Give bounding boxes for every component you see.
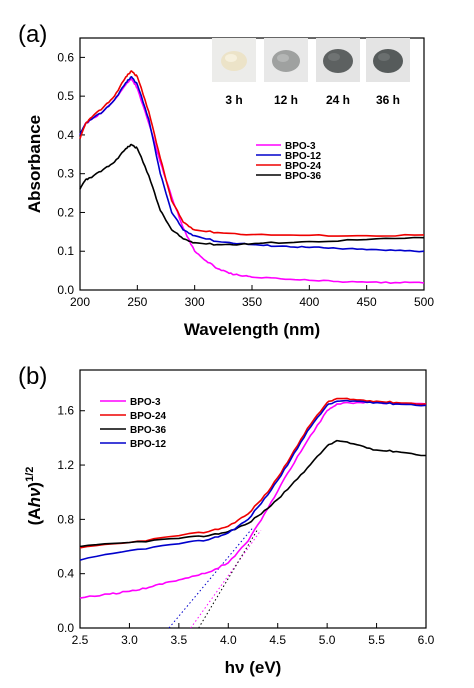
panel-b-label: (b)	[18, 363, 47, 390]
panel-b: (b) 2.5 3.0 3.5 4.0 4.5 5.0 5.5 6.0 0.0 0.4 0.8 1.…	[18, 363, 435, 677]
svg-text:BPO-3: BPO-3	[130, 397, 161, 408]
panel-a-x-tick-label: 350	[242, 295, 262, 309]
panel-a-x-tick-label: 450	[357, 295, 377, 309]
panel-a-series-bpo-36	[79, 143, 425, 246]
panel-a-y-tick-label: 0.6	[57, 50, 74, 64]
panel-b-y-tick-label: 1.6	[57, 404, 74, 418]
svg-text:BPO-12: BPO-12	[130, 439, 167, 450]
panel-a-x-tick-label: 400	[299, 295, 319, 309]
legend-a-bpo-3: BPO-3	[256, 141, 316, 152]
panel-b-tangent-lines	[168, 527, 262, 629]
panel-b-x-tick-label: 4.0	[220, 633, 237, 647]
svg-text:BPO-24: BPO-24	[130, 411, 167, 422]
legend-a-bpo-12: BPO-12	[256, 151, 322, 162]
panel-b-series-bpo-12	[79, 399, 427, 561]
panel-b-y-tick-label: 0.4	[57, 567, 74, 581]
panel-b-y-tick-labels: 0.0 0.4 0.8 1.2 1.6	[57, 404, 85, 635]
panel-b-plot-frame	[79, 369, 427, 629]
panel-a-y-tick-label: 0.1	[57, 244, 74, 258]
svg-text:BPO-36: BPO-36	[285, 171, 322, 182]
legend-b-bpo-36: BPO-36	[100, 425, 167, 436]
panel-a-y-tick-labels: 0.0 0.1 0.2 0.3 0.4 0.5 0.6	[57, 50, 85, 297]
panel-a: (a) 200 250 300 350 400 450 500 0.00.10.20.30.…	[18, 21, 434, 339]
panel-b-x-tick-label: 4.5	[269, 633, 286, 647]
panel-b-y-axis-label: (Ahν)1/2	[24, 467, 44, 526]
panel-a-y-tick-label: 0.2	[57, 205, 74, 219]
sample-label-3h: 3 h	[225, 93, 242, 107]
panel-a-legend: BPO-3 BPO-12 BPO-24 BPO-36	[256, 141, 322, 182]
panel-b-y-tick-label: 1.2	[57, 458, 74, 472]
svg-text:(Ahν)1/2: (Ahν)1/2	[24, 467, 44, 526]
panel-b-x-tick-label: 6.0	[418, 633, 435, 647]
panel-a-series-bpo-12	[79, 76, 425, 253]
sample-photo-3h: 3 h	[212, 38, 256, 107]
panel-a-y-axis-label: Absorbance	[25, 115, 44, 213]
panel-a-label: (a)	[18, 21, 47, 48]
panel-a-series	[79, 70, 425, 284]
sample-photo-12h: 12 h	[264, 38, 308, 107]
panel-a-x-tick-label: 200	[70, 295, 90, 309]
svg-text:BPO-12: BPO-12	[285, 151, 322, 162]
sample-photo-24h: 24 h	[316, 38, 360, 107]
panel-b-x-tick-label: 5.0	[319, 633, 336, 647]
panel-b-series-bpo-36	[79, 439, 426, 548]
legend-b-bpo-12: BPO-12	[100, 439, 167, 450]
panel-a-x-tick-labels: 200 250 300 350 400 450 500	[70, 285, 434, 309]
svg-text:BPO-36: BPO-36	[130, 425, 167, 436]
legend-a-bpo-36: BPO-36	[256, 171, 322, 182]
panel-b-legend: BPO-3 BPO-24 BPO-36 BPO-12	[100, 397, 167, 450]
panel-b-y-tick-label: 0.8	[57, 512, 74, 526]
svg-text:BPO-24: BPO-24	[285, 161, 322, 172]
panel-a-y-tick-label: 0.3	[57, 167, 74, 181]
panel-b-tangent-line	[168, 527, 254, 629]
legend-b-bpo-3: BPO-3	[100, 397, 161, 408]
sample-photo-inset: 3 h 12 h 24 h 36 h	[212, 38, 410, 107]
panel-a-x-tick-label: 500	[414, 295, 434, 309]
panel-a-y-tick-label: 0.4	[57, 128, 74, 142]
panel-a-x-axis-label: Wavelength (nm)	[184, 320, 320, 339]
sample-label-36h: 36 h	[376, 93, 400, 107]
panel-a-series-bpo-24	[79, 70, 425, 237]
panel-b-x-tick-label: 5.5	[368, 633, 385, 647]
svg-text:BPO-3: BPO-3	[285, 141, 316, 152]
panel-a-y-tick-label: 0.5	[57, 89, 74, 103]
sample-label-12h: 12 h	[274, 93, 298, 107]
panel-b-tangent-line	[190, 529, 262, 629]
panel-b-series-bpo-24	[79, 397, 427, 549]
panel-a-x-tick-label: 250	[127, 295, 147, 309]
panel-a-x-tick-label: 300	[185, 295, 205, 309]
sample-label-24h: 24 h	[326, 93, 350, 107]
panel-b-x-tick-label: 3.0	[121, 633, 138, 647]
panel-b-y-tick-label: 0.0	[57, 621, 74, 635]
panel-b-x-tick-labels: 2.5 3.0 3.5 4.0 4.5 5.0 5.5 6.0	[72, 623, 435, 647]
legend-b-bpo-24: BPO-24	[100, 411, 167, 422]
panel-b-series-bpo-3	[79, 401, 427, 599]
panel-a-y-tick-label: 0.0	[57, 283, 74, 297]
panel-b-x-axis-label: hν (eV)	[225, 658, 282, 677]
panel-a-series-bpo-3	[79, 77, 425, 284]
panel-b-x-tick-label: 2.5	[72, 633, 89, 647]
sample-photo-36h: 36 h	[366, 38, 410, 107]
legend-a-bpo-24: BPO-24	[256, 161, 322, 172]
panel-b-series	[79, 397, 427, 599]
panel-b-tangent-line	[198, 528, 259, 629]
panel-b-x-tick-label: 3.5	[171, 633, 188, 647]
